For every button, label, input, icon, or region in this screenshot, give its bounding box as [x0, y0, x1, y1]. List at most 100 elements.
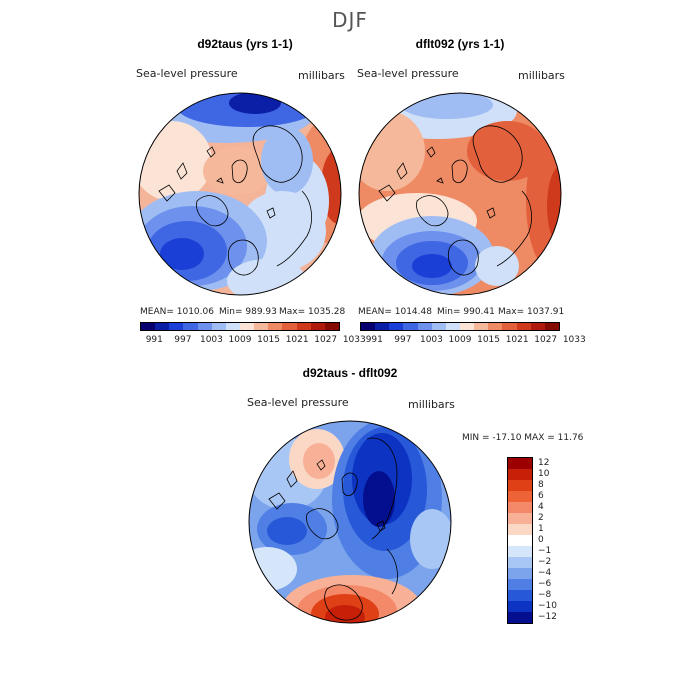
colorbar-swatch: [197, 323, 212, 330]
figure-title: DJF: [332, 8, 368, 32]
colorbar-tick-label: 1021: [285, 335, 309, 345]
colorbar-swatch: [155, 323, 170, 330]
colorbar-swatch: [459, 323, 475, 330]
panel-1-colorbar: [140, 322, 340, 331]
colorbar-tick-label: 1009: [228, 335, 252, 345]
colorbar-swatch: [389, 323, 404, 330]
legend-label: −4: [538, 567, 552, 578]
colorbar-swatch: [361, 323, 376, 330]
legend-swatch: [508, 513, 532, 524]
colorbar-swatch: [211, 323, 226, 330]
legend-label: 12: [538, 457, 550, 468]
panel-3-minmax: MIN = -17.10 MAX = 11.76: [462, 433, 584, 443]
legend-swatch: [508, 480, 532, 491]
legend-swatch: [508, 535, 532, 546]
colorbar-tick-label: 1009: [448, 335, 472, 345]
legend-label: −8: [538, 589, 552, 600]
legend-swatch: [508, 579, 532, 590]
panel-2-variable-label: Sea-level pressure: [357, 67, 459, 80]
legend-swatch: [508, 491, 532, 502]
panel-2-min: Min= 990.41: [437, 307, 495, 317]
panel-2-max: Max= 1037.91: [498, 307, 565, 317]
colorbar-swatch: [431, 323, 446, 330]
panel-2-units-label: millibars: [518, 69, 565, 82]
legend-swatch: [508, 601, 532, 612]
legend-swatch: [508, 590, 532, 601]
legend-swatch: [508, 568, 532, 579]
colorbar-tick-label: 1015: [477, 335, 501, 345]
panel-3-units-label: millibars: [408, 398, 455, 411]
colorbar-tick-label: 1003: [199, 335, 223, 345]
panel-3-colorbar: [507, 457, 533, 624]
colorbar-swatch: [417, 323, 432, 330]
panel-3-polar-map: [248, 420, 452, 624]
panel-1-title: d92taus (yrs 1-1): [197, 37, 293, 51]
legend-swatch: [508, 469, 532, 480]
colorbar-tick-label: 1027: [534, 335, 558, 345]
legend-swatch: [508, 524, 532, 535]
colorbar-swatch: [516, 323, 531, 330]
panel-3-colorbar-labels: 12 10 8 6 4 2 1 0 −1 −2 −4 −6 −8 −10 −12: [538, 457, 578, 622]
colorbar-swatch: [403, 323, 418, 330]
panel-1-polar-map: [138, 92, 342, 296]
panel-2-colorbar: [360, 322, 560, 331]
colorbar-swatch: [239, 323, 255, 330]
colorbar-tick-label: 1015: [257, 335, 281, 345]
colorbar-tick-label: 991: [365, 335, 383, 345]
colorbar-swatch: [530, 323, 545, 330]
panel-1-colorbar-labels: 991 997 1003 1009 1015 1021 1027 1033: [140, 335, 366, 347]
colorbar-swatch: [141, 323, 156, 330]
panel-1-variable-label: Sea-level pressure: [136, 67, 238, 80]
colorbar-swatch: [183, 323, 198, 330]
legend-label: 6: [538, 490, 544, 501]
colorbar-swatch: [445, 323, 460, 330]
colorbar-swatch: [375, 323, 390, 330]
legend-label: 1: [538, 523, 544, 534]
colorbar-tick-label: 991: [145, 335, 163, 345]
colorbar-swatch: [169, 323, 184, 330]
panel-2-mean: MEAN= 1014.48: [358, 307, 432, 317]
colorbar-swatch: [502, 323, 517, 330]
legend-swatch: [508, 612, 532, 623]
colorbar-swatch: [225, 323, 240, 330]
legend-label: 2: [538, 512, 544, 523]
panel-2-title: dflt092 (yrs 1-1): [415, 37, 505, 51]
colorbar-swatch: [310, 323, 325, 330]
legend-swatch: [508, 557, 532, 568]
colorbar-swatch: [488, 323, 503, 330]
legend-label: −10: [538, 600, 557, 611]
legend-swatch: [508, 458, 532, 469]
panel-2-colorbar-labels: 991 997 1003 1009 1015 1021 1027 1033: [360, 335, 586, 347]
colorbar-swatch: [474, 323, 489, 330]
legend-label: 4: [538, 501, 544, 512]
panel-3-variable-label: Sea-level pressure: [247, 396, 349, 409]
legend-label: 10: [538, 468, 550, 479]
legend-label: 0: [538, 534, 544, 545]
colorbar-swatch: [544, 323, 559, 330]
colorbar-swatch: [296, 323, 311, 330]
colorbar-tick-label: 997: [394, 335, 412, 345]
legend-label: −12: [538, 611, 557, 622]
panel-1-units-label: millibars: [298, 69, 345, 82]
panel-3-title: d92taus - dflt092: [302, 366, 398, 380]
legend-label: 8: [538, 479, 544, 490]
legend-swatch: [508, 546, 532, 557]
colorbar-swatch: [282, 323, 297, 330]
colorbar-tick-label: 1033: [562, 335, 586, 345]
legend-label: −2: [538, 556, 552, 567]
colorbar-tick-label: 997: [174, 335, 192, 345]
colorbar-tick-label: 1003: [419, 335, 443, 345]
colorbar-swatch: [324, 323, 339, 330]
colorbar-swatch: [254, 323, 269, 330]
colorbar-tick-label: 1021: [505, 335, 529, 345]
colorbar-swatch: [268, 323, 283, 330]
legend-label: −1: [538, 545, 552, 556]
legend-swatch: [508, 502, 532, 513]
panel-2-polar-map: [358, 92, 562, 296]
colorbar-tick-label: 1027: [314, 335, 338, 345]
colorbar-tick-label: 1033: [342, 335, 366, 345]
panel-1-max: Max= 1035.28: [279, 307, 346, 317]
panel-1-min: Min= 989.93: [219, 307, 277, 317]
panel-1-mean: MEAN= 1010.06: [140, 307, 214, 317]
legend-label: −6: [538, 578, 552, 589]
